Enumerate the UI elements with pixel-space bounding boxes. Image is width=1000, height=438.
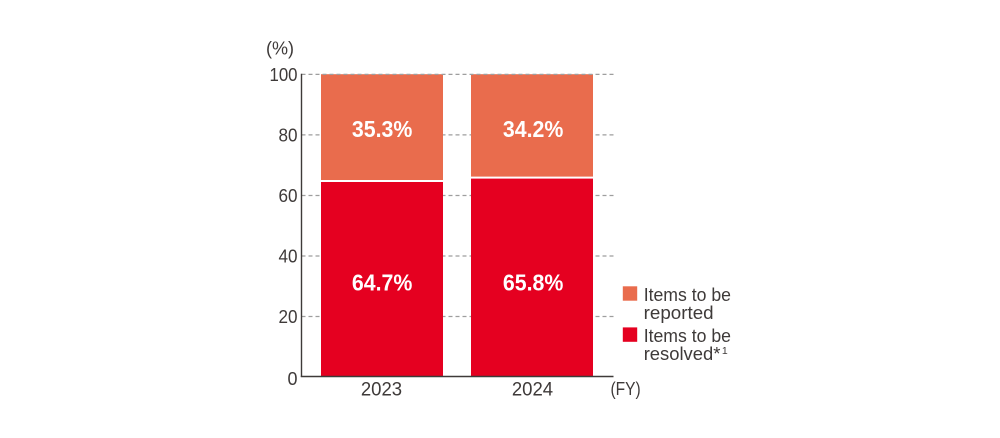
svg-text:40: 40: [279, 246, 298, 267]
svg-text:2023: 2023: [361, 379, 402, 400]
svg-text:65.8%: 65.8%: [503, 269, 564, 295]
svg-text:Items to be: Items to be: [644, 284, 731, 305]
svg-text:reported: reported: [644, 302, 714, 323]
svg-text:Items to be: Items to be: [644, 325, 731, 346]
svg-text:resolved*1: resolved* 1: [644, 343, 728, 364]
svg-text:0: 0: [288, 368, 298, 389]
svg-text:2024: 2024: [512, 379, 554, 400]
svg-text:(FY): (FY): [611, 378, 641, 399]
svg-text:34.2%: 34.2%: [503, 116, 564, 142]
svg-text:100: 100: [270, 64, 298, 85]
svg-text:20: 20: [279, 306, 298, 327]
svg-text:60: 60: [279, 185, 298, 206]
svg-text:64.7%: 64.7%: [352, 269, 413, 295]
svg-text:35.3%: 35.3%: [352, 116, 413, 142]
svg-text:(%): (%): [266, 37, 294, 58]
svg-text:80: 80: [279, 125, 298, 146]
